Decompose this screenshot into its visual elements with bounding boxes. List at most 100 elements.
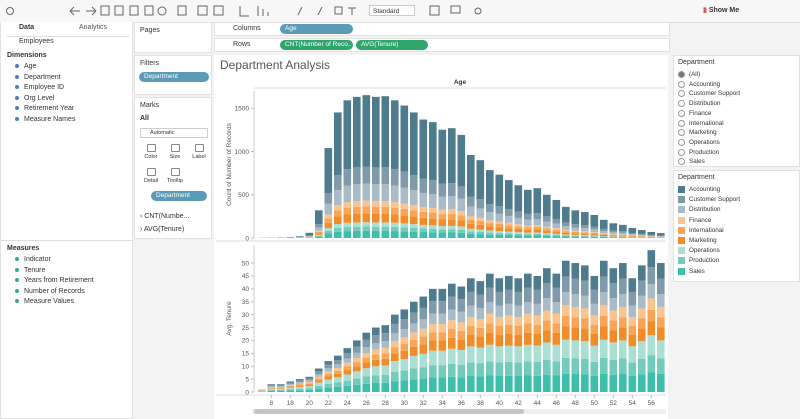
marks-card-cnt[interactable]: › CNT(Numbe... [140,213,189,220]
bar-segment [382,96,390,167]
legend-swatch [678,217,685,224]
field[interactable]: Employee ID [15,84,64,91]
mark-button[interactable]: Color [140,143,162,163]
bar-segment [344,358,352,362]
filter-option[interactable]: Accounting [678,81,720,88]
bar-segment [477,234,485,238]
bar-segment [420,319,428,329]
bar-segment [543,283,551,298]
field[interactable]: Indicator [15,256,51,263]
bar-segment [382,207,390,214]
row-pill[interactable]: CNT(Number of Reco.. [280,40,353,50]
filter-option[interactable]: Finance [678,110,711,117]
show-me-button[interactable]: ▮ Show Me [703,6,739,14]
bar-segment [572,232,580,233]
bar-segment [334,371,342,374]
filter-option[interactable]: Distribution [678,100,721,107]
mark-button[interactable]: Detail [140,167,162,187]
marks-all[interactable]: All [140,115,149,122]
bar-segment [524,314,532,324]
bar-segment [534,235,542,238]
field[interactable]: Org Level [15,95,54,102]
bar-segment [382,375,390,383]
filter-pill[interactable]: Department [139,72,209,82]
bar-segment [429,365,437,377]
legend-item[interactable]: Production [678,257,719,264]
bar-segment [344,215,352,223]
legend-item[interactable]: Accounting [678,186,720,193]
filter-option[interactable]: (All) [678,71,700,78]
bar-segment [486,361,494,375]
bar-segment [296,382,304,383]
mark-button[interactable]: Size [164,143,186,163]
color-legend: Department AccountingCustomer SupportDis… [673,170,800,282]
bar-segment [372,360,380,366]
field[interactable]: Measure Names [15,116,75,123]
filter-option[interactable]: Marketing [678,129,717,136]
marks-card-avg[interactable]: › AVG(Tenure) [140,226,184,233]
bar-segment [638,319,646,329]
legend-item[interactable]: International [678,227,724,234]
bar-segment [315,224,323,227]
bar-segment [657,307,665,317]
field[interactable]: Department [15,74,61,81]
field-label: Measure Values [24,298,74,305]
bar-segment [296,386,304,387]
bar-segment [344,381,352,386]
data-source[interactable]: Employees [19,38,54,45]
bar-segment [505,376,513,392]
mark-type-dropdown[interactable]: Automatic [140,128,208,138]
filter-option[interactable]: Sales [678,158,705,165]
bar-segment [467,234,475,238]
mark-button[interactable]: Label [188,143,210,163]
field[interactable]: Retirement Year [15,105,74,112]
field[interactable]: Years from Retirement [15,277,94,284]
bar-segment [467,229,475,232]
filter-option[interactable]: Customer Support [678,90,740,97]
legend-item[interactable]: Operations [678,247,720,254]
column-header: Age [454,79,467,86]
bar-segment [581,231,589,232]
field[interactable]: Tenure [15,267,45,274]
bar-segment [420,193,428,207]
row-pill[interactable]: AVG(Tenure) [356,40,428,50]
filter-option[interactable]: Production [678,149,719,156]
x-tick-label: 22 [325,400,333,407]
y-tick-label: 0 [245,389,249,396]
bar-segment [543,375,551,392]
filter-option[interactable]: International [678,120,724,127]
fit-dropdown[interactable]: Standard [369,5,415,16]
color-pill[interactable]: Department [151,191,207,201]
bar-segment [268,391,276,392]
bar-segment [306,377,314,379]
bar-segment [486,233,494,235]
bar-segment [467,216,475,219]
mark-button[interactable]: Tooltip [164,167,186,187]
legend-item[interactable]: Customer Support [678,196,740,203]
mark-button-label: Color [140,154,162,160]
analytics-tab[interactable]: Analytics [79,24,107,31]
legend-item[interactable]: Marketing [678,237,717,244]
legend-item[interactable]: Finance [678,217,711,224]
field[interactable]: Measure Values [15,298,74,305]
legend-label: Finance [689,217,711,224]
bar-segment [277,389,285,390]
data-tab[interactable]: Data [19,24,34,31]
field-icon [15,289,19,293]
field[interactable]: Number of Records [15,288,85,295]
bar-segment [486,230,494,232]
bar-segment [401,351,409,359]
legend-item[interactable]: Sales [678,268,705,275]
field[interactable]: Age [15,63,36,70]
bar-segment [448,377,456,392]
bar-segment [325,223,333,228]
bar-segment [429,232,437,238]
column-pill[interactable]: Age [280,24,353,34]
legend-item[interactable]: Distribution [678,206,721,213]
bar-segment [629,292,637,306]
bar-segment [581,359,589,374]
filter-option[interactable]: Operations [678,139,720,146]
x-tick-label: 52 [610,400,618,407]
bar-segment [410,379,418,392]
